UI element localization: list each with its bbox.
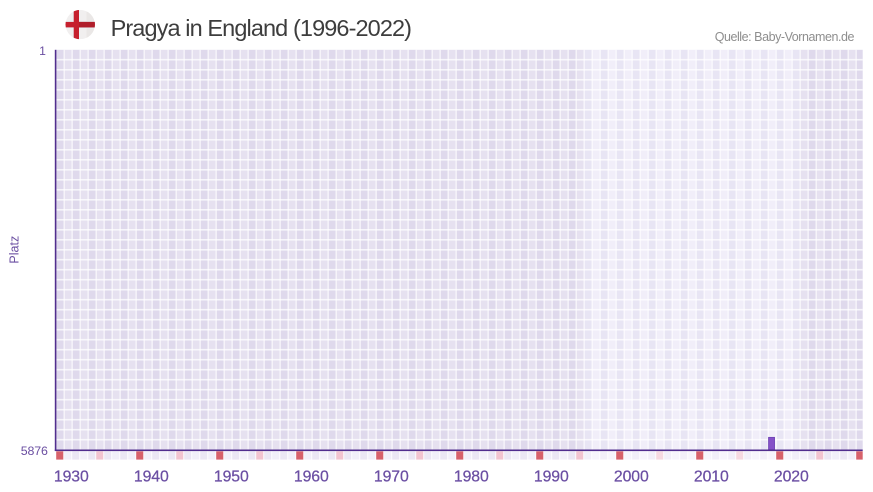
svg-text:2000: 2000 — [614, 468, 649, 485]
svg-text:1960: 1960 — [294, 468, 329, 485]
svg-text:1990: 1990 — [534, 468, 569, 485]
svg-text:1930: 1930 — [54, 468, 89, 485]
svg-text:2010: 2010 — [694, 468, 729, 485]
svg-text:2020: 2020 — [774, 468, 809, 485]
svg-text:1950: 1950 — [214, 468, 249, 485]
svg-text:Pragya in England (1996-2022): Pragya in England (1996-2022) — [111, 15, 412, 41]
svg-text:1970: 1970 — [374, 468, 409, 485]
svg-text:5876: 5876 — [21, 444, 48, 458]
svg-text:Platz: Platz — [8, 236, 22, 264]
svg-text:1980: 1980 — [454, 468, 489, 485]
svg-text:1: 1 — [39, 44, 46, 58]
svg-text:Quelle: Baby-Vornamen.de: Quelle: Baby-Vornamen.de — [715, 30, 855, 44]
svg-text:1940: 1940 — [134, 468, 169, 485]
